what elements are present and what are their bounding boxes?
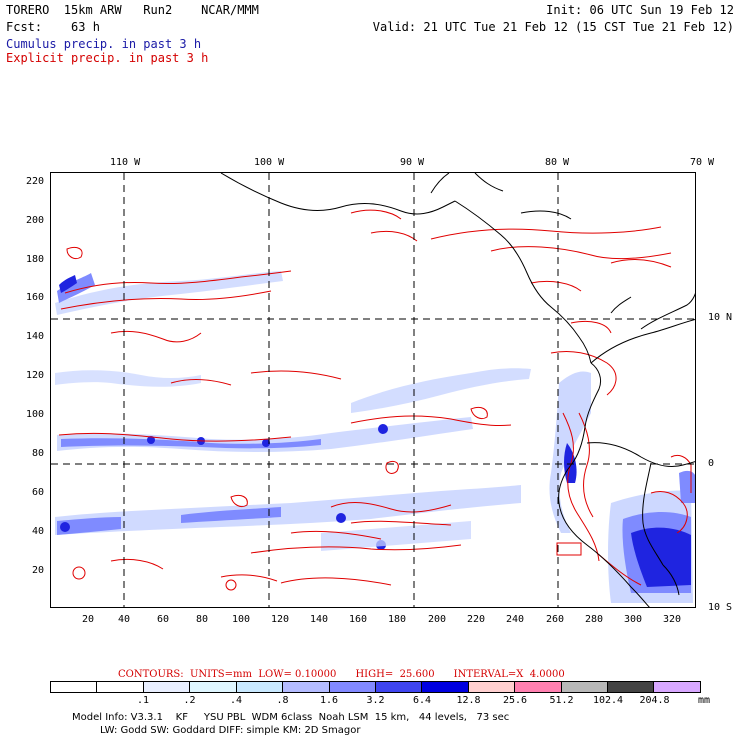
- colorbar-swatch: [236, 682, 284, 692]
- colorbar-swatch: [468, 682, 516, 692]
- grid-x-label: 60: [157, 614, 170, 625]
- grid-x-label: 320: [663, 614, 682, 625]
- grid-x-label: 260: [546, 614, 565, 625]
- forecast-hour: Fcst: 63 h: [6, 20, 100, 34]
- colorbar-label: 102.4: [592, 695, 624, 706]
- explicit-precip-contours: [58, 209, 692, 591]
- grid-y-label: 100: [26, 409, 45, 420]
- contours-info: CONTOURS: UNITS=mm LOW= 0.10000 HIGH= 25…: [118, 669, 565, 680]
- colorbar-swatch: [190, 682, 237, 692]
- grid-y-label: 160: [26, 292, 45, 303]
- grid-x-label: 180: [388, 614, 407, 625]
- grid-x-label: 220: [467, 614, 486, 625]
- colorbar-label: 12.8: [456, 695, 481, 706]
- grid-x-label: 100: [232, 614, 251, 625]
- grid-y-label: 60: [32, 487, 45, 498]
- grid-x-label: 300: [624, 614, 643, 625]
- colorbar-swatch: [329, 682, 376, 692]
- grid-x-label: 40: [118, 614, 131, 625]
- valid-time: Valid: 21 UTC Tue 21 Feb 12 (15 CST Tue …: [372, 20, 734, 34]
- colorbar-label: 1.6: [319, 695, 339, 706]
- colorbar-swatch: [375, 682, 423, 692]
- grid-x-label: 120: [271, 614, 290, 625]
- lat-lon-grid: [51, 173, 695, 607]
- grid-y-label: 80: [32, 448, 45, 459]
- lon-label-80w: 80 W: [545, 157, 570, 168]
- precip-map: [50, 172, 696, 608]
- colorbar-swatch: [283, 682, 330, 692]
- grid-y-label: 180: [26, 254, 45, 265]
- explicit-precip-label: Explicit precip. in past 3 h: [6, 51, 209, 65]
- map-canvas: [51, 173, 695, 607]
- colorbar-swatch: [422, 682, 469, 692]
- grid-y-label: 220: [26, 176, 45, 187]
- grid-y-label: 20: [32, 565, 45, 576]
- grid-x-label: 20: [82, 614, 95, 625]
- colorbar-label: .1: [136, 695, 150, 706]
- lon-label-90w: 90 W: [400, 157, 425, 168]
- lat-label-10n: 10 N: [708, 312, 733, 323]
- cumulus-precip-field: [55, 271, 695, 603]
- colorbar-swatch: [97, 682, 144, 692]
- grid-x-label: 80: [196, 614, 209, 625]
- lon-label-70w: 70 W: [690, 157, 715, 168]
- colorbar-swatch: [561, 682, 609, 692]
- grid-x-label: 280: [585, 614, 604, 625]
- grid-y-label: 140: [26, 331, 45, 342]
- lon-label-100w: 100 W: [254, 157, 285, 168]
- model-run-title: TORERO 15km ARW Run2 NCAR/MMM: [6, 3, 259, 17]
- colorbar-label: 6.4: [412, 695, 432, 706]
- lat-label-10s: 10 S: [708, 602, 733, 613]
- colorbar-swatch: [515, 682, 562, 692]
- colorbar-label: 51.2: [549, 695, 574, 706]
- colorbar-unit: mm: [697, 695, 711, 706]
- grid-x-label: 240: [506, 614, 525, 625]
- colorbar-label: .8: [276, 695, 289, 706]
- grid-y-label: 200: [26, 215, 45, 226]
- physics-info: LW: Godd SW: Goddard DIFF: simple KM: 2D…: [100, 725, 361, 736]
- colorbar-label: .4: [229, 695, 243, 706]
- colorbar-swatch: [51, 682, 98, 692]
- grid-x-label: 160: [349, 614, 368, 625]
- lat-label-equator: 0: [708, 458, 715, 469]
- coastlines: [220, 173, 695, 607]
- init-time: Init: 06 UTC Sun 19 Feb 12: [546, 3, 734, 17]
- colorbar-swatch: [608, 682, 655, 692]
- colorbar-label: 204.8: [639, 695, 670, 706]
- precip-colorbar: [50, 681, 701, 693]
- colorbar-swatch: [654, 682, 700, 692]
- grid-x-label: 200: [428, 614, 447, 625]
- cumulus-precip-label: Cumulus precip. in past 3 h: [6, 37, 202, 51]
- colorbar-label: 25.6: [502, 695, 528, 706]
- lon-label-110w: 110 W: [110, 157, 141, 168]
- colorbar-label: 3.2: [366, 695, 385, 706]
- colorbar-swatch: [143, 682, 191, 692]
- grid-y-label: 40: [32, 526, 45, 537]
- colorbar-label: .2: [183, 695, 196, 706]
- grid-x-label: 140: [310, 614, 329, 625]
- model-info: Model Info: V3.3.1 KF YSU PBL WDM 6class…: [72, 712, 510, 723]
- grid-y-label: 120: [26, 370, 45, 381]
